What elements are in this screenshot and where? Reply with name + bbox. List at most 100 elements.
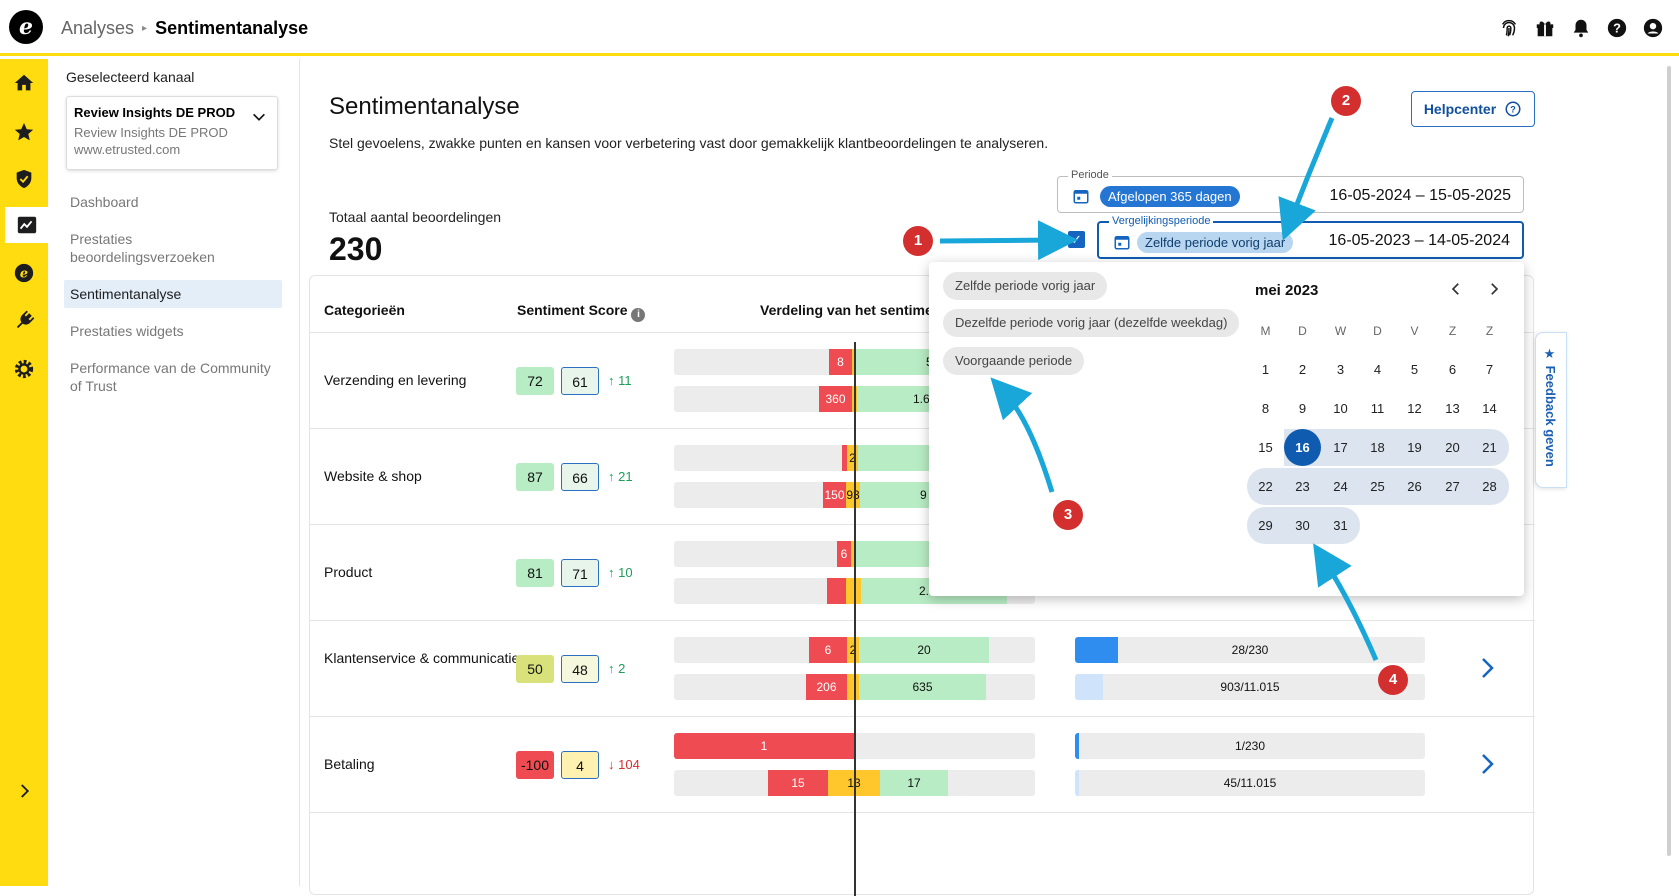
share-fill [1075, 733, 1079, 759]
calendar-day[interactable]: 27 [1445, 479, 1460, 494]
etrusted-logo[interactable]: e [9, 10, 43, 44]
calendar-day[interactable]: 22 [1258, 479, 1273, 494]
shield-check-icon[interactable] [6, 161, 42, 197]
range-band [1247, 468, 1509, 505]
chevron-right-icon[interactable] [1485, 280, 1503, 303]
helpcenter-button[interactable]: Helpcenter ? [1411, 91, 1535, 127]
calendar-day[interactable]: 15 [1258, 440, 1273, 455]
home-icon[interactable] [6, 65, 42, 101]
calendar-day[interactable]: 13 [1445, 401, 1460, 416]
calendar-day[interactable]: 19 [1407, 440, 1422, 455]
header-score: Sentiment Score i [517, 302, 646, 322]
breadcrumb-parent[interactable]: Analyses [61, 18, 135, 38]
table-row[interactable]: Klantenservice & communicatie 50 48 ↑ 2 … [310, 620, 1535, 716]
negative-segment: 206 [806, 674, 847, 700]
calendar-day[interactable]: 10 [1333, 401, 1348, 416]
calendar-day[interactable]: 16 [1284, 429, 1321, 466]
table-row[interactable]: Betaling -100 4 ↓ 104 1 15 13 17 1/230 4… [310, 716, 1535, 812]
analytics-icon[interactable] [5, 207, 48, 243]
calendar-day[interactable]: 8 [1261, 401, 1270, 416]
calendar-day[interactable]: 20 [1445, 440, 1460, 455]
calendar-day[interactable]: 29 [1258, 518, 1273, 533]
sidebar-item-widgets[interactable]: Prestaties widgets [70, 323, 184, 339]
calendar-day[interactable]: 5 [1410, 362, 1419, 377]
sidebar-item-community[interactable]: Performance van de Community of Trust [70, 360, 271, 394]
calendar-day[interactable]: 12 [1407, 401, 1422, 416]
preset-same-period-last-year[interactable]: Zelfde periode vorig jaar [943, 272, 1108, 300]
calendar-day[interactable]: 6 [1448, 362, 1457, 377]
score-previous: 48 [561, 655, 599, 683]
plug-icon[interactable] [6, 303, 42, 339]
calendar-day[interactable]: 18 [1370, 440, 1385, 455]
sidebar-item-review-requests[interactable]: Prestaties beoordelingsverzoeken [70, 231, 215, 265]
svg-text:e: e [20, 267, 28, 282]
bell-icon[interactable] [1569, 16, 1593, 40]
calendar-day[interactable]: 3 [1336, 362, 1345, 377]
star-icon[interactable] [6, 114, 42, 150]
sidebar-item-dashboard[interactable]: Dashboard [70, 194, 139, 210]
channel-url: www.etrusted.com [74, 142, 181, 157]
weekday-label: W [1334, 324, 1347, 338]
negative-segment: 8 [829, 349, 852, 375]
trend-value: 10 [618, 565, 633, 580]
calendar-day[interactable]: 21 [1482, 440, 1497, 455]
feedback-label: ★ Feedback geven [1543, 347, 1558, 467]
analyses-sidebar: Geselecteerd kanaal Review Insights DE P… [48, 59, 300, 886]
calendar-day[interactable]: 30 [1295, 518, 1310, 533]
preset-previous-period[interactable]: Voorgaande periode [943, 347, 1085, 375]
chevron-down-icon[interactable] [251, 109, 267, 130]
comparison-chip[interactable]: Zelfde periode vorig jaar [1137, 232, 1294, 253]
breadcrumb-separator-icon: ▸ [142, 23, 148, 34]
score-trend: ↑ 11 [608, 373, 632, 388]
period-chip[interactable]: Afgelopen 365 dagen [1100, 186, 1240, 207]
weekday-label: Z [1485, 324, 1494, 338]
fingerprint-icon[interactable] [1497, 16, 1521, 40]
negative-segment: 1 [674, 733, 854, 759]
calendar-day[interactable]: 28 [1482, 479, 1497, 494]
chevron-left-icon[interactable] [1447, 280, 1465, 303]
calendar-day[interactable]: 31 [1333, 518, 1348, 533]
calendar-day[interactable]: 25 [1370, 479, 1385, 494]
total-reviews-label: Totaal aantal beoordelingen [329, 209, 502, 225]
period-dates: 16-05-2024 – 15-05-2025 [1329, 187, 1511, 204]
calendar-day[interactable]: 11 [1370, 401, 1385, 416]
page-scrollbar[interactable] [1667, 66, 1671, 856]
comparison-dates[interactable]: 16-05-2023 – 14-05-2024 [1328, 232, 1510, 249]
period-field[interactable]: Periode Afgelopen 365 dagen 16-05-2024 –… [1057, 169, 1524, 213]
comparison-period-field[interactable]: Vergelijkingsperiode Zelfde periode vori… [1097, 215, 1524, 259]
account-icon[interactable] [1641, 16, 1665, 40]
preset-same-weekday-last-year[interactable]: Dezelfde periode vorig jaar (dezelfde we… [943, 309, 1240, 337]
comparison-checkbox[interactable]: ✓ [1068, 231, 1085, 248]
header-distribution: Verdeling van het sentiment [760, 302, 946, 318]
share-text: 45/11.015 [1223, 776, 1277, 790]
calendar-day[interactable]: 1 [1261, 362, 1270, 377]
calendar-day[interactable]: 7 [1485, 362, 1494, 377]
weekday-label: M [1260, 324, 1271, 338]
score-previous: 66 [561, 463, 599, 491]
calendar-day[interactable]: 17 [1333, 440, 1348, 455]
etrusted-e-icon[interactable]: e [6, 255, 42, 291]
channel-selector[interactable]: Review Insights DE PROD Review Insights … [66, 96, 278, 170]
calendar-day[interactable]: 23 [1295, 479, 1310, 494]
expand-chevron-icon[interactable] [6, 773, 42, 809]
feedback-tab[interactable]: ★ Feedback geven [1535, 332, 1567, 488]
annotation-badge-3: 3 [1053, 500, 1083, 530]
category-name: Product [324, 564, 373, 580]
chevron-right-icon[interactable] [1478, 657, 1496, 684]
calendar-day[interactable]: 9 [1298, 401, 1307, 416]
calendar-day[interactable]: 4 [1373, 362, 1382, 377]
help-icon[interactable]: ? [1605, 16, 1629, 40]
table-row[interactable] [310, 812, 1535, 896]
calendar-day[interactable]: 26 [1407, 479, 1422, 494]
calendar-day[interactable]: 24 [1333, 479, 1348, 494]
calendar-day[interactable]: 2 [1298, 362, 1307, 377]
gear-icon[interactable] [6, 351, 42, 387]
calendar-day[interactable]: 14 [1482, 401, 1497, 416]
positive-segment: 20 [859, 637, 989, 663]
negative-segment: 150 [823, 482, 846, 508]
score-previous: 61 [561, 367, 599, 395]
gift-icon[interactable] [1533, 16, 1557, 40]
info-icon[interactable]: i [631, 308, 646, 322]
chevron-right-icon[interactable] [1478, 753, 1496, 780]
sidebar-item-sentiment[interactable]: Sentimentanalyse [64, 280, 282, 308]
